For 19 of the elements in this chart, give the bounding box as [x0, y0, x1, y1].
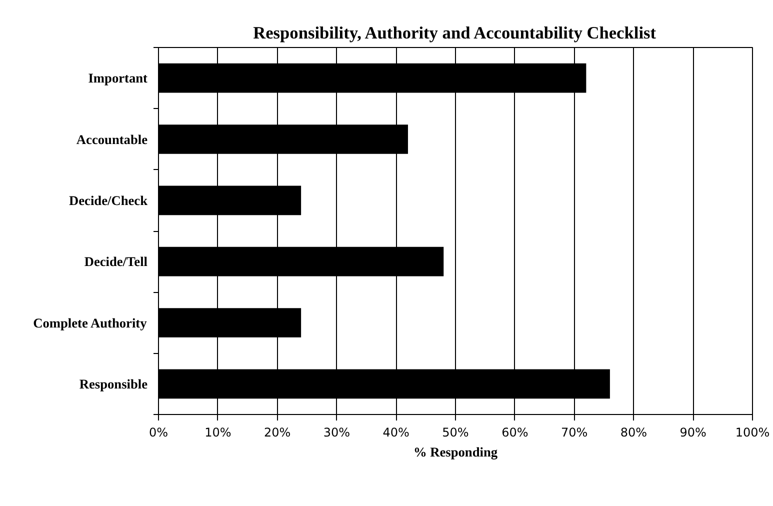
y-tick-label: Decide/Check	[69, 192, 148, 208]
y-tick-label: Complete Authority	[33, 315, 148, 330]
x-tick-label: 70%	[560, 426, 588, 440]
x-tick-label: 0%	[148, 426, 168, 440]
x-tick-label: 100%	[735, 426, 770, 440]
x-tick-label: 50%	[442, 426, 469, 440]
y-tick-label: Decide/Tell	[84, 254, 148, 270]
y-tick-label: Accountable	[76, 132, 148, 147]
y-tick-label: Important	[88, 70, 148, 86]
x-tick-label: 20%	[264, 426, 291, 440]
x-tick-label: 30%	[323, 426, 350, 440]
x-tick-label: 80%	[620, 426, 648, 440]
x-tick-label: 60%	[502, 426, 528, 440]
x-tick-label: 10%	[204, 426, 232, 440]
x-tick-label: 40%	[382, 426, 410, 440]
chart-title: Responsibility, Authority and Accountability Checklist	[253, 24, 656, 42]
y-tick-label: Responsible	[79, 376, 148, 392]
x-axis-title: % Responding	[413, 444, 498, 460]
x-tick-label: 90%	[680, 426, 706, 440]
